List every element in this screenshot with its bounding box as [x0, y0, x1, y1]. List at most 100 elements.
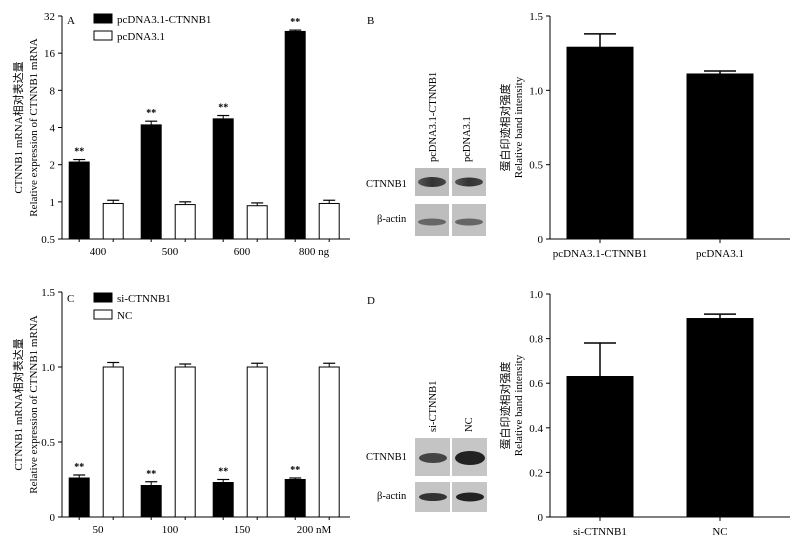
y-tick-label: 0.4 [529, 423, 543, 435]
y-tick-label: 1.0 [529, 289, 543, 301]
blot-b-row-label: β-actin [377, 214, 407, 225]
bar [174, 366, 196, 518]
x-tick-label: 400 [90, 246, 107, 258]
x-tick-label: NC [712, 526, 727, 538]
blot-b-lane-label: pcDNA3.1-CTNNB1 [428, 72, 439, 162]
bar [212, 482, 234, 518]
blot-b-ctnnb1-strip [415, 168, 486, 196]
blot-d-panel-label: D [367, 295, 375, 307]
blot-d-row-label: β-actin [377, 491, 407, 502]
y-tick-label: 1.5 [529, 11, 543, 23]
y-tick-label: 16 [44, 48, 56, 60]
blot-d-lane-label: NC [464, 417, 475, 432]
x-tick-label: 200 nM [297, 524, 332, 536]
y-tick-label: 1.0 [41, 362, 55, 374]
blot-d-actin-strip [415, 482, 487, 512]
legend-swatch [93, 309, 113, 320]
panel-label: A [67, 15, 75, 27]
blot-b-actin-strip [415, 204, 486, 236]
bar [68, 161, 90, 240]
significance-mark: ** [218, 103, 228, 114]
bar [686, 73, 754, 240]
bar [566, 376, 634, 518]
x-tick-label: 600 [234, 246, 251, 258]
y-tick-label: 1 [50, 197, 56, 209]
significance-mark: ** [146, 108, 156, 119]
x-tick-label: pcDNA3.1 [696, 248, 744, 260]
x-tick-label: 50 [93, 524, 105, 536]
y-tick-label: 0.5 [41, 437, 55, 449]
bar [686, 318, 754, 518]
blot-d-row-label: CTNNB1 [366, 452, 407, 463]
y-axis-label-cn: 蛋白印迹相对强度 [498, 362, 512, 450]
western-blot-d: D si-CTNNB1 NC CTNNB1 β-actin [366, 295, 487, 512]
bar [212, 118, 234, 240]
legend-label: si-CTNNB1 [117, 293, 171, 305]
panel-label: C [67, 293, 74, 305]
x-tick-label: si-CTNNB1 [573, 526, 627, 538]
y-tick-label: 4 [50, 123, 56, 135]
significance-mark: ** [146, 469, 156, 480]
legend-swatch [93, 30, 113, 41]
x-tick-label: 150 [234, 524, 251, 536]
x-tick-label: 100 [162, 524, 179, 536]
bar [174, 204, 196, 240]
bar [246, 366, 268, 518]
y-tick-label: 1.5 [41, 287, 55, 299]
blot-b-lane-label: pcDNA3.1 [462, 116, 473, 162]
y-axis-label-cn: 蛋白印迹相对强度 [498, 84, 512, 172]
bar [566, 46, 634, 240]
bar [140, 124, 162, 240]
y-axis-label-en: Relative band intensity [513, 354, 525, 456]
bar [318, 366, 340, 518]
blot-b-panel-label: B [367, 15, 374, 27]
y-tick-label: 1.0 [529, 85, 543, 97]
bar [68, 477, 90, 518]
blot-b-row-label: CTNNB1 [366, 179, 407, 190]
y-tick-label: 0.5 [41, 234, 55, 246]
x-tick-label: pcDNA3.1-CTNNB1 [553, 248, 647, 260]
chart-c: 0 0.5 1.0 1.5 CTNNB1 mRNA相对表达量 Relative expre… [11, 287, 350, 536]
y-tick-label: 0 [538, 234, 544, 246]
bar [318, 202, 340, 240]
legend-label: pcDNA3.1-CTNNB1 [117, 14, 211, 26]
x-tick-label: 800 ng [299, 246, 330, 258]
y-axis-label-en: Relative band intensity [513, 76, 525, 178]
legend-label: NC [117, 310, 132, 322]
legend-label: pcDNA3.1 [117, 31, 165, 43]
y-tick-label: 0.5 [529, 160, 543, 172]
blot-d-lane-label: si-CTNNB1 [428, 381, 439, 432]
chart-a: 0.5 1 2 4 8 16 32 CTNNB1 mRNA相对表达量 Relative expr… [11, 11, 350, 258]
y-tick-label: 0.2 [529, 467, 543, 479]
y-axis-label-en: Relative expression of CTNNB1 mRNA [28, 38, 40, 216]
chart-b: 0 0.5 1.0 1.5 蛋白印迹相对强度 Relative band intensit… [498, 11, 790, 260]
y-tick-label: 0 [50, 512, 56, 524]
significance-mark: ** [290, 465, 300, 476]
bar [140, 485, 162, 518]
y-tick-label: 0.8 [529, 334, 543, 346]
legend-swatch [93, 292, 113, 303]
y-axis-label-cn: CTNNB1 mRNA相对表达量 [11, 338, 25, 470]
bar [102, 366, 124, 518]
y-tick-label: 32 [44, 11, 55, 23]
y-tick-label: 0.6 [529, 378, 543, 390]
significance-mark: ** [74, 147, 84, 158]
y-tick-label: 8 [50, 85, 56, 97]
y-axis-label-cn: CTNNB1 mRNA相对表达量 [11, 61, 25, 193]
x-tick-label: 500 [162, 246, 179, 258]
bar [284, 30, 306, 240]
bar [102, 202, 124, 240]
bar [246, 205, 268, 240]
significance-mark: ** [290, 17, 300, 28]
blot-d-ctnnb1-strip [415, 438, 487, 476]
significance-mark: ** [218, 467, 228, 478]
y-tick-label: 2 [50, 160, 56, 172]
legend-swatch [93, 13, 113, 24]
chart-d: 0 0.2 0.4 0.6 0.8 1.0 蛋白印迹相对强度 Relative band in… [498, 289, 790, 538]
bar [284, 479, 306, 518]
y-tick-label: 0 [538, 512, 544, 524]
y-axis-label-en: Relative expression of CTNNB1 mRNA [28, 315, 40, 493]
western-blot-b: B pcDNA3.1-CTNNB1 pcDNA3.1 CTNNB1 β-acti… [366, 15, 486, 236]
significance-mark: ** [74, 462, 84, 473]
